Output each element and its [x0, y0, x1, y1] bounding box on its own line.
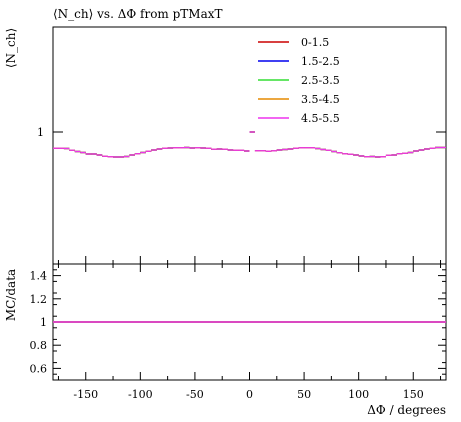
ratio-y-tick-label: 1 — [40, 316, 47, 329]
plot-title: ⟨N_ch⟩ vs. ΔΦ from pTMaxT — [53, 7, 223, 21]
ratio-y-tick-label: 0.6 — [30, 362, 48, 375]
ratio-y-tick-label: 0.8 — [30, 339, 48, 352]
legend-label: 0-1.5 — [301, 36, 329, 49]
x-tick-label: -150 — [73, 388, 98, 401]
ratio-y-tick-label: 1.2 — [30, 293, 48, 306]
x-tick-label: -50 — [186, 388, 204, 401]
series-layer — [53, 131, 446, 158]
ratio-y-axis-label: MC/data — [4, 269, 18, 321]
ratio-y-tick-label: 1.4 — [30, 270, 48, 283]
legend-label: 3.5-4.5 — [301, 93, 340, 106]
series-3.5-4.5 — [53, 131, 446, 158]
x-tick-label: 100 — [348, 388, 369, 401]
legend-label: 1.5-2.5 — [301, 55, 340, 68]
main-y-tick-label: 1 — [37, 126, 44, 139]
series-1.5-2.5 — [53, 131, 446, 158]
ratio-ticks: -150 -100 -50 0 50 100 150 0.6 0.8 1 1.2 1.4 — [30, 264, 446, 401]
legend-label: 4.5-5.5 — [301, 112, 340, 125]
x-axis-label: ΔΦ / degrees — [367, 403, 446, 417]
x-tick-label: -100 — [128, 388, 153, 401]
series-2.5-3.5 — [53, 131, 446, 158]
legend: 0-1.5 1.5-2.5 2.5-3.5 3.5-4.5 4.5-5.5 — [258, 36, 340, 125]
main-y-axis-label: ⟨N_ch⟩ — [4, 28, 18, 68]
x-tick-label: 50 — [297, 388, 311, 401]
x-tick-label: 150 — [403, 388, 424, 401]
main-panel-frame — [52, 26, 447, 265]
series-4.5-5.5 — [53, 131, 446, 158]
series-0-1.5 — [53, 131, 446, 158]
x-tick-label: 0 — [246, 388, 253, 401]
legend-label: 2.5-3.5 — [301, 74, 340, 87]
main-x-ticks — [57, 256, 442, 264]
